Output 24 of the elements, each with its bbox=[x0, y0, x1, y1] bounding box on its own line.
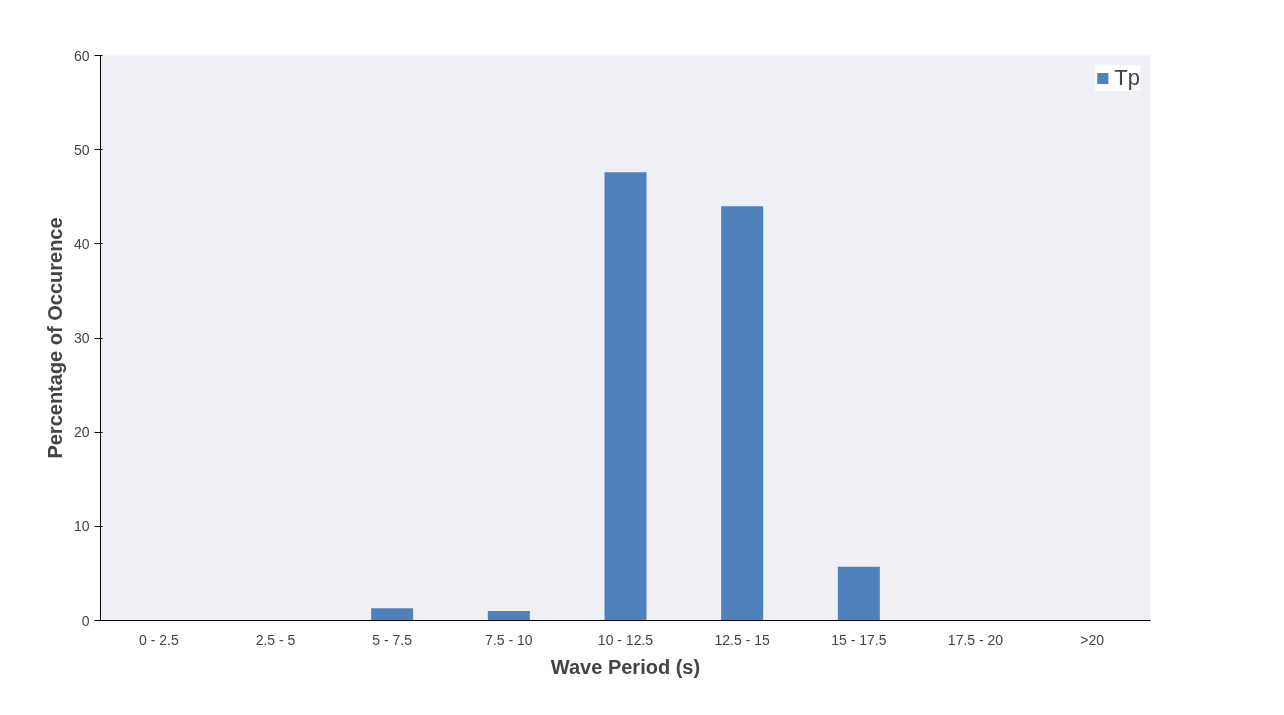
bar bbox=[487, 611, 530, 621]
x-tick-label: 10 - 12.5 bbox=[597, 631, 654, 648]
y-tick-label: 30 bbox=[73, 330, 90, 346]
y-tick-label: 0 bbox=[81, 612, 90, 629]
x-tick-label: 2.5 - 5 bbox=[255, 631, 296, 648]
y-tick-label: 10 bbox=[73, 518, 90, 535]
y-tick-label: 20 bbox=[73, 424, 90, 441]
y-tick-label: 50 bbox=[73, 141, 90, 158]
x-tick-label: 12.5 - 15 bbox=[714, 631, 771, 648]
bar bbox=[371, 608, 414, 621]
x-axis-title: Wave Period (s) bbox=[550, 655, 701, 678]
x-tick-label: 7.5 - 10 bbox=[485, 631, 533, 648]
y-tick-label: 40 bbox=[73, 235, 90, 252]
bar bbox=[604, 172, 647, 621]
x-tick-label: 15 - 17.5 bbox=[831, 631, 887, 648]
x-tick-label: >20 bbox=[1080, 631, 1105, 648]
bar bbox=[837, 566, 880, 621]
x-tick-label: 5 - 7.5 bbox=[372, 631, 413, 648]
legend-label: Tp bbox=[1114, 65, 1140, 91]
x-tick-label: 0 - 2.5 bbox=[138, 631, 179, 648]
y-axis-title: Percentage of Occurence bbox=[43, 217, 66, 459]
bar bbox=[721, 206, 764, 621]
x-tick-label: 17.5 - 20 bbox=[947, 631, 1004, 648]
y-tick-label: 60 bbox=[73, 47, 90, 64]
